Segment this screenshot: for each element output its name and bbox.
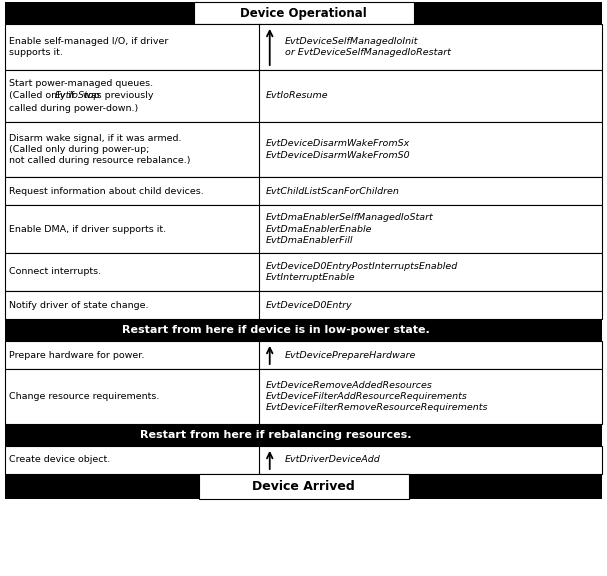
Text: EvtDevicePrepareHardware: EvtDevicePrepareHardware [285, 351, 416, 359]
Bar [5, 319, 547, 341]
Text: EvtDeviceD0EntryPostInterruptsEnabled
EvtInterruptEnable: EvtDeviceD0EntryPostInterruptsEnabled Ev… [266, 262, 458, 282]
Bar [5, 369, 602, 424]
Text: Prepare hardware for power.: Prepare hardware for power. [9, 351, 144, 359]
Text: EvtIoResume: EvtIoResume [266, 92, 328, 100]
Bar [5, 424, 547, 446]
Text: EvtDeviceRemoveAddedResources
EvtDeviceFilterAddResourceRequirements
EvtDeviceFi: EvtDeviceRemoveAddedResources EvtDeviceF… [266, 381, 488, 412]
Text: EvtDeviceDisarmWakeFromSx
EvtDeviceDisarmWakeFromS0: EvtDeviceDisarmWakeFromSx EvtDeviceDisar… [266, 139, 410, 160]
Text: EvtChildListScanForChildren: EvtChildListScanForChildren [266, 187, 399, 195]
Text: EvtDeviceD0Entry: EvtDeviceD0Entry [266, 301, 352, 309]
Bar [5, 446, 602, 474]
Text: EvtDriverDeviceAdd: EvtDriverDeviceAdd [285, 456, 381, 464]
Bar [5, 2, 602, 24]
Bar [5, 122, 602, 177]
Text: Enable self-managed I/O, if driver
supports it.: Enable self-managed I/O, if driver suppo… [9, 37, 168, 57]
Text: Create device object.: Create device object. [9, 456, 110, 464]
Bar [5, 177, 602, 205]
Text: EvtIoStop: EvtIoStop [55, 92, 100, 100]
Bar [5, 341, 602, 369]
Text: Disarm wake signal, if it was armed.
(Called only during power-up;
not called du: Disarm wake signal, if it was armed. (Ca… [9, 134, 191, 165]
Text: Device Operational: Device Operational [240, 6, 367, 20]
Text: Connect interrupts.: Connect interrupts. [9, 267, 101, 276]
Bar [5, 253, 602, 291]
Bar [5, 205, 602, 253]
Bar [194, 2, 413, 24]
Text: Restart from here if rebalancing resources.: Restart from here if rebalancing resourc… [140, 430, 412, 440]
Text: EvtDmaEnablerSelfManagedIoStart
EvtDmaEnablerEnable
EvtDmaEnablerFill: EvtDmaEnablerSelfManagedIoStart EvtDmaEn… [266, 213, 433, 245]
Text: was previously: was previously [80, 92, 154, 100]
Text: Request information about child devices.: Request information about child devices. [9, 187, 204, 195]
Bar [547, 424, 602, 446]
Text: Restart from here if device is in low-power state.: Restart from here if device is in low-po… [122, 325, 430, 335]
Bar [5, 70, 602, 122]
Text: Change resource requirements.: Change resource requirements. [9, 392, 160, 401]
Bar [5, 291, 602, 319]
Text: Start power-managed queues.: Start power-managed queues. [9, 79, 153, 88]
Text: EvtDeviceSelfManagedIoInit
or EvtDeviceSelfManagedIoRestart: EvtDeviceSelfManagedIoInit or EvtDeviceS… [285, 37, 450, 57]
Text: Device Arrived: Device Arrived [252, 480, 355, 493]
Text: Enable DMA, if driver supports it.: Enable DMA, if driver supports it. [9, 225, 166, 233]
Bar [547, 319, 602, 341]
Bar [5, 24, 602, 70]
Text: called during power-down.): called during power-down.) [9, 104, 138, 113]
Bar [198, 474, 409, 499]
Bar [5, 474, 602, 499]
Text: (Called only if: (Called only if [9, 92, 77, 100]
Text: Notify driver of state change.: Notify driver of state change. [9, 301, 149, 309]
